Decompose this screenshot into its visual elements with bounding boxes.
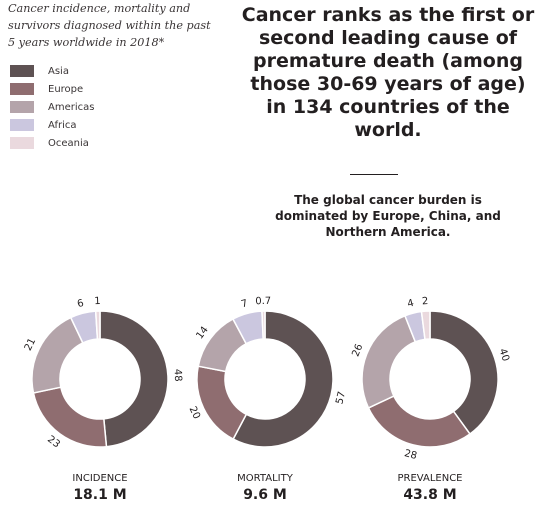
donut-slice-europe [367, 395, 472, 448]
legend-swatch [10, 137, 34, 149]
legend-item-americas: Americas [10, 98, 94, 116]
legend-swatch [10, 65, 34, 77]
data-label: 6 [76, 298, 85, 310]
data-label: 20 [187, 405, 202, 421]
chart-title: PREVALENCE [397, 473, 462, 484]
legend-item-oceania: Oceania [10, 134, 94, 152]
donut-slice-americas [361, 314, 417, 409]
chart-subtitle: Cancer incidence, mortality and survivor… [8, 2, 211, 49]
legend-label: Africa [48, 119, 77, 131]
donut-slice-asia [99, 310, 169, 448]
legend: Asia Europe Americas Africa Oceania [10, 62, 94, 152]
chart-title: INCIDENCE [72, 473, 127, 484]
legend-swatch [10, 119, 34, 131]
donut-slice-asia [429, 310, 499, 436]
chart-total: 43.8 M [403, 487, 456, 503]
data-label: 4 [406, 298, 415, 310]
data-label: 7 [240, 298, 249, 310]
donut-slice-americas [31, 316, 84, 394]
chart-total: 9.6 M [243, 487, 287, 503]
data-label: 28 [403, 448, 418, 462]
legend-item-asia: Asia [10, 62, 94, 80]
donut-slice-asia [232, 310, 334, 448]
data-label: 21 [23, 336, 39, 352]
donut-slice-oceania [261, 310, 266, 340]
legend-swatch [10, 101, 34, 113]
legend-label: Americas [48, 101, 95, 113]
data-label: 23 [45, 434, 62, 450]
donut-slice-oceania [420, 310, 431, 341]
donut-slice-europe [32, 386, 108, 448]
donut-slice-europe [196, 365, 248, 441]
divider [350, 174, 398, 175]
legend-swatch [10, 83, 34, 95]
data-label: 1 [94, 296, 101, 307]
donut-slice-oceania [94, 310, 101, 340]
chart-title: MORTALITY [237, 473, 294, 484]
legend-label: Asia [48, 65, 69, 77]
chart-total: 18.1 M [73, 487, 126, 503]
legend-label: Oceania [48, 137, 89, 149]
headline: Cancer ranks as the first or second lead… [241, 4, 535, 141]
legend-item-europe: Europe [10, 80, 94, 98]
data-label: 57 [334, 390, 348, 405]
legend-label: Europe [48, 83, 84, 95]
data-label: 2 [422, 296, 429, 307]
data-label: 26 [350, 343, 365, 359]
data-label: 14 [194, 325, 210, 342]
note-text: The global cancer burden is dominated by… [275, 193, 501, 239]
data-label: 48 [172, 369, 184, 382]
data-label: 0.7 [255, 296, 271, 307]
data-label: 40 [497, 347, 511, 363]
legend-item-africa: Africa [10, 116, 94, 134]
